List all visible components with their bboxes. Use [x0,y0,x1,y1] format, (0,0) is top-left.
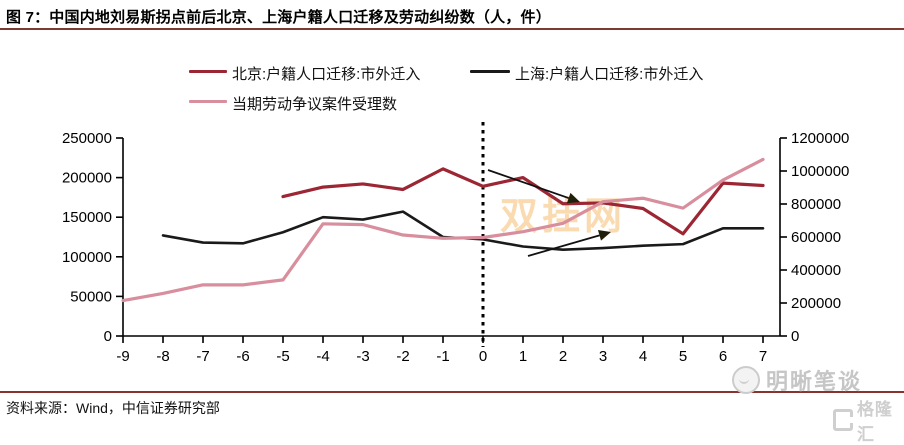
legend-label-beijing: 北京:户籍人口迁移:市外迁入 [232,66,421,83]
x-tick-label: -5 [276,348,289,365]
annotation-arrow-head [566,192,580,204]
brand-watermark: 明晰笔谈 [732,364,862,396]
gelonghui-g-icon [833,409,853,431]
y-left-tick-label: 100000 [62,249,112,266]
y-right-tick-label: 400000 [791,262,841,279]
x-tick-label: 0 [479,348,487,365]
legend-line-beijing [189,70,227,73]
x-tick-label: -4 [316,348,329,365]
x-tick-label: 4 [639,348,647,365]
x-tick-label: 6 [719,348,727,365]
y-right-tick-label: 1200000 [791,130,849,147]
x-tick-label: -6 [236,348,249,365]
beijing-series-line [281,167,765,236]
y-left-tick-label: 50000 [70,288,112,305]
y-right-tick-label: 600000 [791,229,841,246]
x-tick-label: 7 [759,348,767,365]
y-right-tick-label: 200000 [791,295,841,312]
x-tick-label: -7 [196,348,209,365]
title-divider [0,28,904,30]
y-right-tick-label: 800000 [791,196,841,213]
legend-line-labor [189,100,227,103]
labor-disputes-series-line [121,157,765,303]
y-left-tick-label: 0 [104,328,112,345]
y-right-tick-label: 1000000 [791,163,849,180]
annotation-arrow-head [597,230,611,241]
x-tick-label: -1 [436,348,449,365]
footer-divider [0,391,904,393]
x-tick-label: -8 [156,348,169,365]
y-left-tick-label: 150000 [62,209,112,226]
x-tick-label: 5 [679,348,687,365]
gelonghui-text: 格隆汇 [856,400,893,444]
x-tick-label: -2 [396,348,409,365]
legend-label-shanghai: 上海:户籍人口迁移:市外迁入 [515,66,704,83]
x-tick-label: -9 [116,348,129,365]
annotation-arrow-line [527,234,600,257]
brand-watermark-text: 明晰笔谈 [766,369,863,394]
y-left-tick-label: 200000 [62,170,112,187]
shanghai-series-line [161,210,765,251]
brand-circle-icon [732,366,760,394]
legend-label-labor: 当期劳动争议案件受理数 [232,96,398,113]
source-note: 资料来源：Wind，中信证券研究部 [6,400,220,416]
legend-line-shanghai [470,70,510,73]
y-right-tick-label: 0 [791,328,799,345]
x-tick-label: 2 [559,348,567,365]
x-tick-label: 3 [599,348,607,365]
x-tick-label: 1 [519,348,527,365]
line-chart: 0 50000 100000 150000 200000 250000 0 200000 400… [62,122,849,365]
x-tick-label: -3 [356,348,369,365]
chart-title: 图 7：中国内地刘易斯拐点前后北京、上海户籍人口迁移及劳动纠纷数（人，件） [6,9,551,26]
gelonghui-logo: 格隆汇 [833,395,904,445]
y-left-tick-label: 250000 [62,130,112,147]
annotation-arrow-line [487,169,569,199]
